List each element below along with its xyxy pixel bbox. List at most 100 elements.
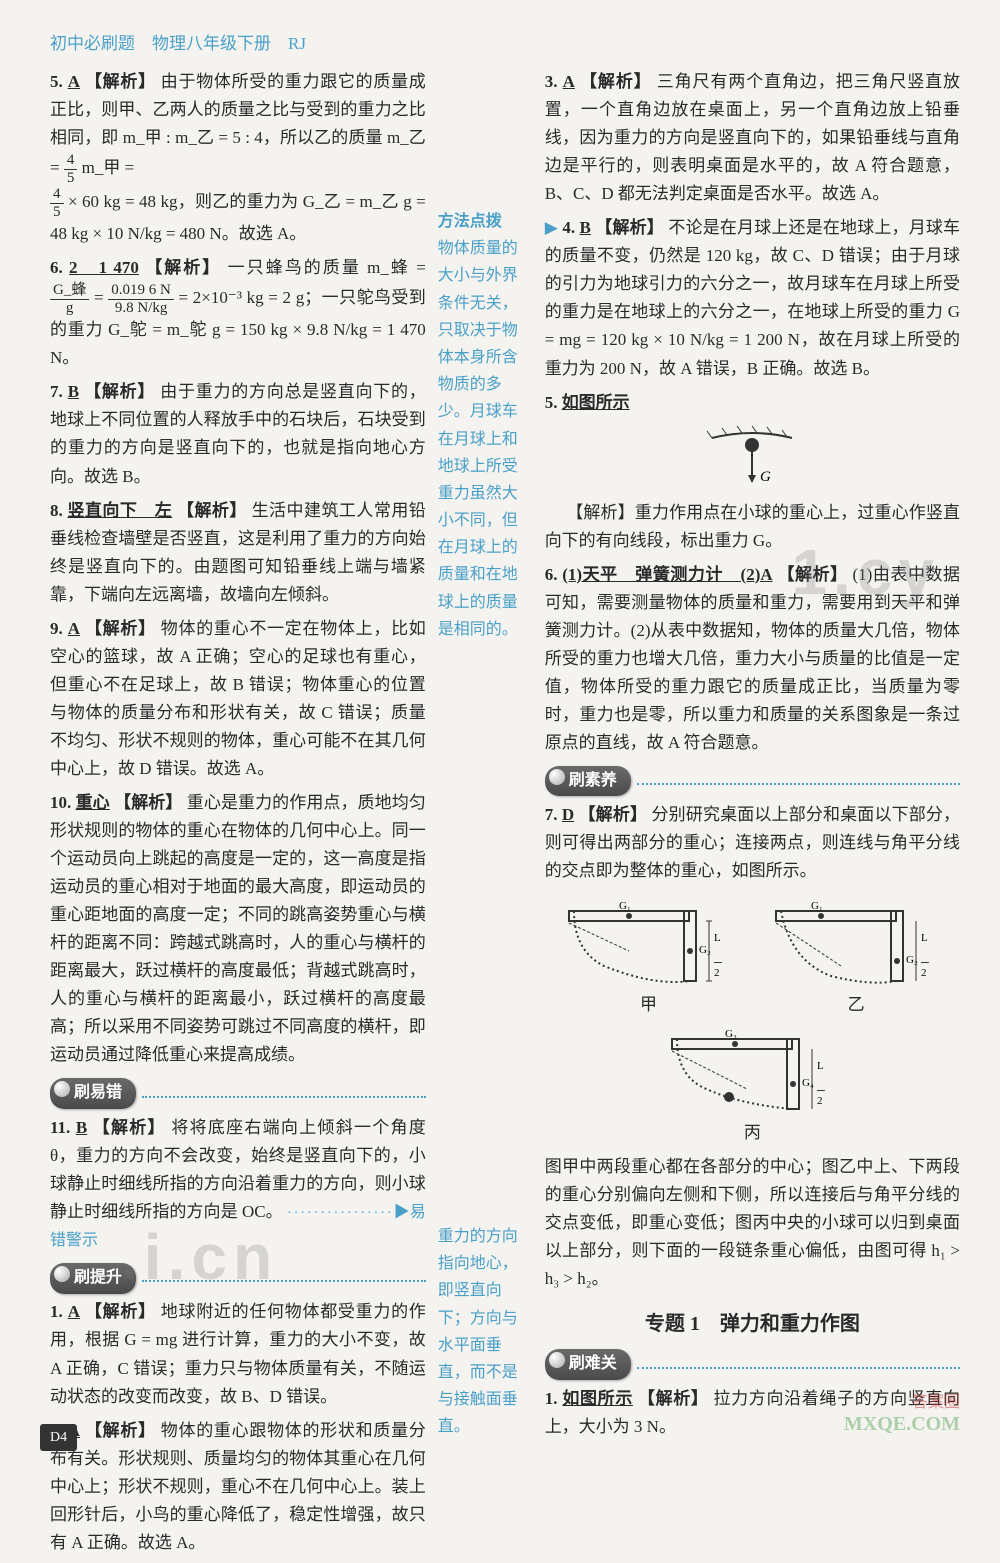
q7-ans: B [68, 382, 79, 401]
r7-diagrams: G₁ G₂ L─2 甲 G₁ G₂ L─2 [545, 891, 960, 1147]
diagram-jia: G₁ G₂ L─2 甲 [564, 891, 734, 1019]
badge-cuo-label: 刷易错 [50, 1078, 136, 1108]
q5: 5. A 【解析】 由于物体所受的重力跟它的质量成正比，则甲、乙两人的质量之比与… [50, 68, 426, 248]
r6-num: 6. [545, 565, 558, 584]
q7: 7. B 【解析】 由于重力的方向总是竖直向下的，地球上不同位置的人释放手中的石… [50, 378, 426, 490]
frac-g: G_蜂g [50, 282, 89, 316]
mid-column: 方法点拨 物体质量的大小与外界条件无关，只取决于物体本身所含物质的多少。月球车在… [438, 68, 533, 1563]
r3-ans: A [563, 72, 575, 91]
watermark-site: MXQE.COM [844, 1408, 960, 1441]
r4-ans: B [580, 218, 591, 237]
q5-text-b: × 60 kg = 48 kg，则乙的重力为 G_乙 = m_乙 g = 48 … [50, 192, 426, 243]
frac-4-5b: 45 [50, 186, 64, 220]
r3-tag: 【解析】 [580, 72, 652, 91]
r7: 7. D 【解析】 分别研究桌面以上部分和桌面以下部分，则可得出两部分的重心；连… [545, 801, 960, 1293]
diagram-yi: G₁ G₂ L─2 乙 [771, 891, 941, 1019]
svg-text:L: L [921, 932, 928, 944]
r7-ans: D [562, 805, 574, 824]
t1-tag: 【解析】 [85, 1302, 156, 1321]
q7-num: 7. [50, 382, 63, 401]
topic-1-title: 专题 1 弹力和重力作图 [545, 1308, 960, 1341]
q6-ans: 2 1 470 [69, 258, 139, 277]
q11-tag: 【解析】 [93, 1118, 166, 1137]
q9: 9. A 【解析】 物体的重心不一定在物体上，比如空心的篮球，故 A 正确；空心… [50, 615, 426, 783]
mid-spacer [438, 663, 533, 1223]
dots-4 [637, 1367, 960, 1369]
svg-text:L: L [817, 1060, 824, 1072]
t1-num: 1. [50, 1302, 63, 1321]
badge-ti-label: 刷提升 [50, 1263, 136, 1293]
q10-ans: 重心 [76, 793, 110, 812]
chain-jia-icon: G₁ G₂ L─2 [564, 891, 734, 991]
main-columns: 5. A 【解析】 由于物体所受的重力跟它的质量成正比，则甲、乙两人的质量之比与… [50, 68, 960, 1563]
t2: 2. A 【解析】 物体的重心跟物体的形状和质量分布有关。形状规则、质量均匀的物… [50, 1417, 426, 1557]
page-number-badge: D4 [40, 1424, 77, 1451]
gravity-ball-icon: G [702, 423, 802, 493]
svg-text:2: 2 [714, 967, 720, 979]
q10-num: 10. [50, 793, 71, 812]
r6-ans: (1)天平 弹簧测力计 (2)A [562, 565, 772, 584]
r3-text: 三角尺有两个直角边，把三角尺竖直放置，一个直角边放在桌面上，另一个直角边放上铅垂… [545, 72, 960, 203]
q6-text: 一只蜂鸟的质量 m_蜂 = [228, 258, 426, 277]
badge-shuatisheng: 刷提升 [50, 1264, 426, 1292]
left-column: 5. A 【解析】 由于物体所受的重力跟它的质量成正比，则甲、乙两人的质量之比与… [50, 68, 426, 1563]
right-column: 3. A 【解析】 三角尺有两个直角边，把三角尺竖直放置，一个直角边放在桌面上，… [545, 68, 960, 1563]
q9-text: 物体的重心不一定在物体上，比如空心的篮球，故 A 正确；空心的足球也有重心，但重… [50, 619, 426, 778]
r6-tag: 【解析】 [777, 565, 847, 584]
q5-tag: 【解析】 [85, 72, 156, 91]
badge-shuayicuo: 刷易错 [50, 1080, 426, 1108]
mid-note-1: 方法点拨 物体质量的大小与外界条件无关，只取决于物体本身所含物质的多少。月球车在… [438, 208, 533, 643]
r6: 6. (1)天平 弹簧测力计 (2)A 【解析】 (1)由表中数据可知，需要测量… [545, 561, 960, 757]
q9-ans: A [68, 619, 80, 638]
r3: 3. A 【解析】 三角尺有两个直角边，把三角尺竖直放置，一个直角边放在桌面上，… [545, 68, 960, 208]
r5-exp: 【解析】重力作用点在小球的重心上，过重心作竖直向下的有向线段，标出重力 G。 [545, 503, 960, 550]
q11-ans: B [76, 1118, 87, 1137]
r5-ans: 如图所示 [562, 393, 630, 412]
frac-4-5: 45 [64, 152, 78, 186]
svg-text:2: 2 [921, 967, 927, 979]
badge-shuananguan: 刷难关 [545, 1351, 960, 1379]
dots-1 [142, 1096, 426, 1098]
n1-tag: 【解析】 [638, 1389, 709, 1408]
svg-text:G: G [760, 469, 771, 485]
label-yi: 乙 [771, 991, 941, 1019]
svg-text:G₃: G₃ [725, 1028, 737, 1040]
q10: 10. 重心 【解析】 重心是重力的作用点，质地均匀形状规则的物体的重心在物体的… [50, 789, 426, 1069]
q10-text: 重心是重力的作用点，质地均匀形状规则的物体的重心在物体的几何中心上。同一个运动员… [50, 793, 426, 1064]
mid-note-2: 重力的方向指向地心，即竖直向下；方向与水平面垂直，而不是与接触面垂直。 [438, 1223, 533, 1441]
q10-tag: 【解析】 [114, 793, 182, 812]
badge-su-label: 刷素养 [545, 766, 631, 796]
q9-num: 9. [50, 619, 63, 638]
n1-num: 1. [545, 1389, 558, 1408]
r4: ▶ 4. B 【解析】 不论是在月球上还是在地球上，月球车的质量不变，仍然是 1… [545, 214, 960, 382]
r6-text: (1)由表中数据可知，需要测量物体的质量和重力，需要用到天平和弹簧测力计。(2)… [545, 565, 960, 752]
q6-text-b: = 2×10⁻³ kg = 2 g；一只鸵鸟受到的重力 G_鸵 = m_鸵 g … [50, 288, 426, 367]
q6-tag: 【解析】 [145, 258, 221, 277]
svg-text:L: L [714, 932, 721, 944]
badge-shuasuyang: 刷素养 [545, 767, 960, 795]
q8-num: 8. [50, 501, 63, 520]
chain-yi-icon: G₁ G₂ L─2 [771, 891, 941, 991]
chain-bing-icon: G₃ G₄ L─2 [667, 1019, 837, 1119]
note1-text: 物体质量的大小与外界条件无关，只取决于物体本身所含物质的多少。月球车在月球上和地… [438, 235, 533, 643]
r4-num: 4. [562, 218, 575, 237]
t1-ans: A [68, 1302, 80, 1321]
note1-title: 方法点拨 [438, 208, 533, 235]
q8-ans: 竖直向下 左 [67, 501, 172, 520]
r5-exp-tag [545, 503, 562, 522]
q6: 6. 2 1 470 【解析】 一只蜂鸟的质量 m_蜂 = G_蜂g = 0.0… [50, 254, 426, 372]
r3-num: 3. [545, 72, 558, 91]
r4-text: 不论是在月球上还是在地球上，月球车的质量不变，仍然是 120 kg，故 C、D … [545, 218, 960, 377]
q5-ans: A [68, 72, 80, 91]
r5: 5. 如图所示 G 【解析】重力作用点在小球的重心上，过重心作竖直向下的有向线段… [545, 389, 960, 555]
svg-text:G₁: G₁ [619, 900, 631, 912]
r7-tag: 【解析】 [579, 805, 648, 824]
note2-text: 重力的方向指向地心，即竖直向下；方向与水平面垂直，而不是与接触面垂直。 [438, 1223, 533, 1441]
q5-num: 5. [50, 72, 63, 91]
r5-diagram: G [545, 423, 960, 493]
leader-11: ················ [287, 1206, 394, 1221]
r4-arrow: ▶ [545, 218, 558, 237]
q9-tag: 【解析】 [85, 619, 156, 638]
q7-tag: 【解析】 [84, 382, 155, 401]
label-jia: 甲 [564, 991, 734, 1019]
